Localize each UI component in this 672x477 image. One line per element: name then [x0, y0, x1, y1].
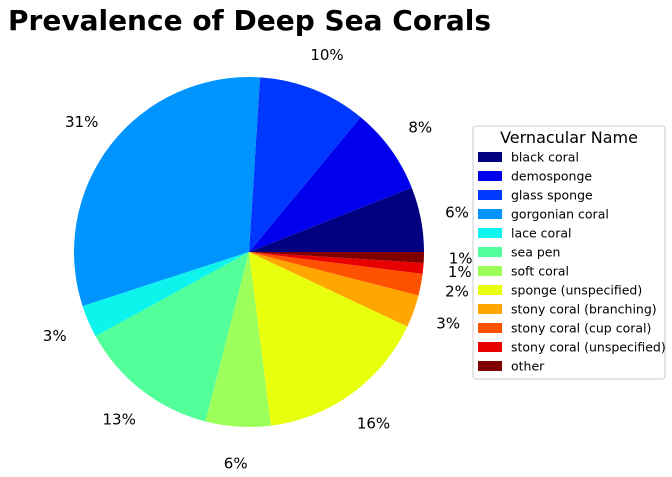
legend-swatch: [478, 304, 502, 314]
legend-label: gorgonian coral: [511, 207, 609, 222]
percent-labels: 6% 8% 10% 31% 3% 13% 6% 16% 3% 2% 1%1%: [43, 46, 473, 472]
percent-label: 8%: [408, 119, 432, 137]
legend-label: other: [511, 359, 545, 374]
pie-slice-sea-pen: [95, 252, 250, 422]
legend: Vernacular Name black coral demosponge gla…: [472, 125, 666, 380]
legend-swatch: [478, 228, 502, 238]
legend-label: stony coral (cup coral): [511, 321, 651, 336]
legend-swatch: [478, 152, 502, 162]
pie-slice-soft-coral: [205, 252, 271, 427]
pie-slice-stony-coral-unspecified: [249, 252, 424, 274]
legend-label: stony coral (unspecified): [511, 340, 666, 355]
pie-slice-stony-coral-cup-coral: [249, 252, 423, 296]
legend-label: sponge (unspecified): [511, 283, 642, 298]
legend-swatch: [478, 361, 502, 371]
chart-title: Prevalence of Deep Sea Corals: [8, 4, 491, 37]
pie-slice-gorgonian-coral: [74, 77, 260, 307]
legend-label: soft coral: [511, 264, 569, 279]
percent-label: 13%: [103, 410, 136, 428]
percent-label: 3%: [43, 327, 67, 345]
percent-label: 31%: [65, 113, 98, 131]
legend-label: lace coral: [511, 226, 571, 241]
percent-label: 16%: [357, 414, 390, 432]
legend-swatch: [478, 190, 502, 200]
legend-swatch: [478, 342, 502, 352]
legend-swatch: [478, 247, 502, 257]
pie-slice-lace-coral: [82, 252, 249, 337]
pie-slice-demosponge: [249, 117, 412, 252]
legend-swatch: [478, 323, 502, 333]
legend-label: demosponge: [511, 169, 592, 184]
legend-swatch: [478, 171, 502, 181]
pie-slice-stony-coral-branching: [249, 252, 419, 327]
percent-label: 10%: [310, 46, 343, 64]
legend-title: Vernacular Name: [500, 128, 638, 147]
percent-label: 2%: [445, 283, 469, 301]
legend-label: stony coral (branching): [511, 302, 657, 317]
legend-label: sea pen: [511, 245, 560, 260]
pie-slice-black-coral: [249, 187, 424, 252]
legend-swatch: [478, 285, 502, 295]
pie-slice-sponge-unspecified: [249, 252, 408, 426]
percent-label: 6%: [445, 203, 469, 221]
percent-label: 1%: [449, 250, 473, 268]
percent-label: 1%: [448, 263, 472, 281]
pie-slices: [74, 77, 424, 427]
percent-label: 3%: [436, 315, 460, 333]
percent-label: 6%: [224, 454, 248, 472]
legend-swatch: [478, 266, 502, 276]
legend-label: glass sponge: [511, 188, 593, 203]
legend-frame: [472, 125, 666, 380]
legend-swatch: [478, 209, 502, 219]
pie-slice-glass-sponge: [249, 77, 361, 252]
pie-slice-other: [249, 252, 424, 263]
legend-label: black coral: [511, 150, 579, 165]
